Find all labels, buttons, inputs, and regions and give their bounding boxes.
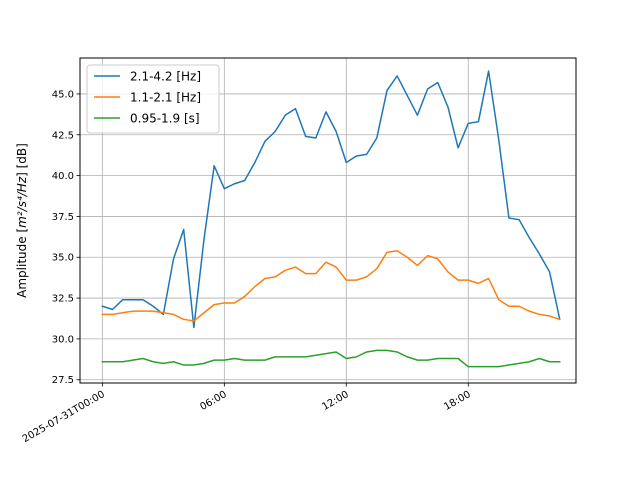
y-tick-label: 27.5 bbox=[52, 375, 74, 386]
legend-entry-0: 2.1-4.2 [Hz] bbox=[130, 70, 201, 84]
y-axis-label-main: Amplitude [ bbox=[15, 228, 29, 298]
series-line-0 bbox=[101, 70, 561, 329]
grid-lines bbox=[80, 58, 576, 383]
y-axis: 27.5 30.0 32.5 35.0 37.5 40.0 42.5 45.0 bbox=[52, 89, 80, 386]
y-tick-label: 45.0 bbox=[52, 89, 74, 100]
y-axis-label-tail: ] [dB] bbox=[15, 143, 29, 177]
y-tick-label: 40.0 bbox=[52, 171, 74, 182]
legend-box bbox=[86, 64, 220, 134]
y-tick-label: 35.0 bbox=[52, 253, 74, 264]
legend-entry-1: 1.1-2.1 [Hz] bbox=[130, 91, 201, 105]
y-axis-label: Amplitude [m²/s⁴/Hz] [dB] bbox=[15, 143, 29, 298]
series-line-1 bbox=[101, 249, 561, 322]
y-tick-label: 30.0 bbox=[52, 334, 74, 345]
legend: 2.1-4.2 [Hz] 1.1-2.1 [Hz] 0.95-1.9 [s] bbox=[86, 64, 220, 134]
y-tick-label: 42.5 bbox=[52, 130, 74, 141]
y-axis-label-math: m²/s⁴/Hz bbox=[15, 176, 29, 228]
y-tick-label: 32.5 bbox=[52, 294, 74, 305]
y-tick-label: 37.5 bbox=[52, 212, 74, 223]
series-line-2 bbox=[101, 349, 561, 368]
series-lines bbox=[101, 70, 561, 368]
plot-frame bbox=[79, 57, 577, 384]
legend-entry-2: 0.95-1.9 [s] bbox=[130, 112, 200, 126]
